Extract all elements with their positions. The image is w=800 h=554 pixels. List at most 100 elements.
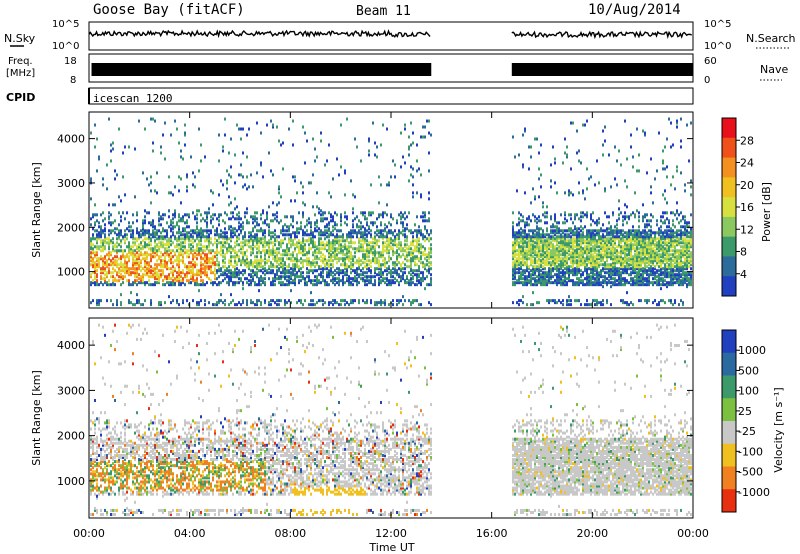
heatmap-cell [320,259,322,263]
heatmap-cell [178,227,180,231]
heatmap-cell [116,245,118,249]
heatmap-cell [98,265,100,269]
heatmap-cell [376,239,378,243]
heatmap-cell [352,301,354,305]
heatmap-cell [198,239,200,243]
heatmap-cell [326,273,328,277]
heatmap-cell [104,267,106,271]
heatmap-cell [318,251,320,255]
heatmap-cell [608,265,610,269]
heatmap-cell [100,249,102,253]
heatmap-cell [240,277,242,281]
heatmap-cell [428,197,430,201]
heatmap-cell [108,229,110,233]
heatmap-cell [568,257,570,261]
heatmap-cell [266,211,268,215]
heatmap-cell [160,237,162,241]
date-label: 10/Aug/2014 [588,2,681,18]
heatmap-cell [118,231,120,235]
heatmap-cell [268,239,270,243]
heatmap-cell [262,259,264,263]
heatmap-cell [564,259,566,263]
heatmap-cell [350,271,352,275]
heatmap-cell [416,143,418,147]
heatmap-cell [352,259,354,263]
heatmap-cell [164,275,166,279]
heatmap-cell [266,123,268,127]
heatmap-cell [602,249,604,253]
heatmap-cell [532,303,534,307]
heatmap-cell [366,265,368,269]
heatmap-cell [162,217,164,221]
heatmap-cell [572,233,574,237]
heatmap-cell [574,281,576,285]
heatmap-cell [590,217,592,221]
heatmap-cell [168,225,170,229]
heatmap-cell [108,283,110,287]
heatmap-cell [98,225,100,229]
heatmap-cell [132,241,134,245]
heatmap-cell [368,281,370,285]
freq-tick-bottom: 8 [70,75,76,86]
heatmap-cell [270,169,272,173]
heatmap-cell [120,249,122,253]
heatmap-cell [598,251,600,255]
heatmap-cell [112,275,114,279]
heatmap-cell [164,255,166,259]
heatmap-cell [512,249,514,253]
heatmap-cell [278,201,280,205]
heatmap-cell [204,211,206,215]
heatmap-cell [166,281,168,285]
heatmap-cell [602,229,604,233]
heatmap-cell [404,281,406,285]
heatmap-cell [538,251,540,255]
heatmap-cell [280,253,282,257]
heatmap-cell [614,281,616,285]
heatmap-cell [336,233,338,237]
heatmap-cell [524,281,526,285]
heatmap-cell [230,175,232,179]
heatmap-cell [154,281,156,285]
heatmap-cell [308,233,310,237]
heatmap-cell [322,269,324,273]
heatmap-cell [550,277,552,281]
heatmap-cell [182,257,184,261]
heatmap-cell [410,269,412,273]
heatmap-cell [416,233,418,237]
heatmap-cell [356,233,358,237]
heatmap-cell [572,273,574,277]
heatmap-cell [526,283,528,287]
heatmap-cell [616,245,618,249]
heatmap-cell [424,125,426,129]
heatmap-cell [590,213,592,217]
heatmap-cell [234,269,236,273]
heatmap-cell [564,239,566,243]
heatmap-cell [332,219,334,223]
heatmap-cell [106,163,108,167]
heatmap-cell [428,211,430,215]
heatmap-cell [424,225,426,229]
heatmap-cell [350,229,352,233]
heatmap-cell [528,271,530,275]
heatmap-cell [226,231,228,235]
heatmap-cell [570,213,572,217]
heatmap-cell [92,281,94,285]
heatmap-cell [252,217,254,221]
heatmap-cell [204,229,206,233]
heatmap-cell [100,245,102,249]
heatmap-cell [260,241,262,245]
heatmap-cell [564,191,566,195]
heatmap-cell [324,255,326,259]
heatmap-cell [344,171,346,175]
heatmap-cell [160,261,162,265]
heatmap-cell [186,233,188,237]
heatmap-cell [242,175,244,179]
heatmap-cell [514,239,516,243]
heatmap-cell [368,275,370,279]
heatmap-cell [200,233,202,237]
heatmap-cell [406,243,408,247]
heatmap-cell [216,229,218,233]
heatmap-cell [564,151,566,155]
heatmap-cell [188,235,190,239]
heatmap-cell [402,221,404,225]
